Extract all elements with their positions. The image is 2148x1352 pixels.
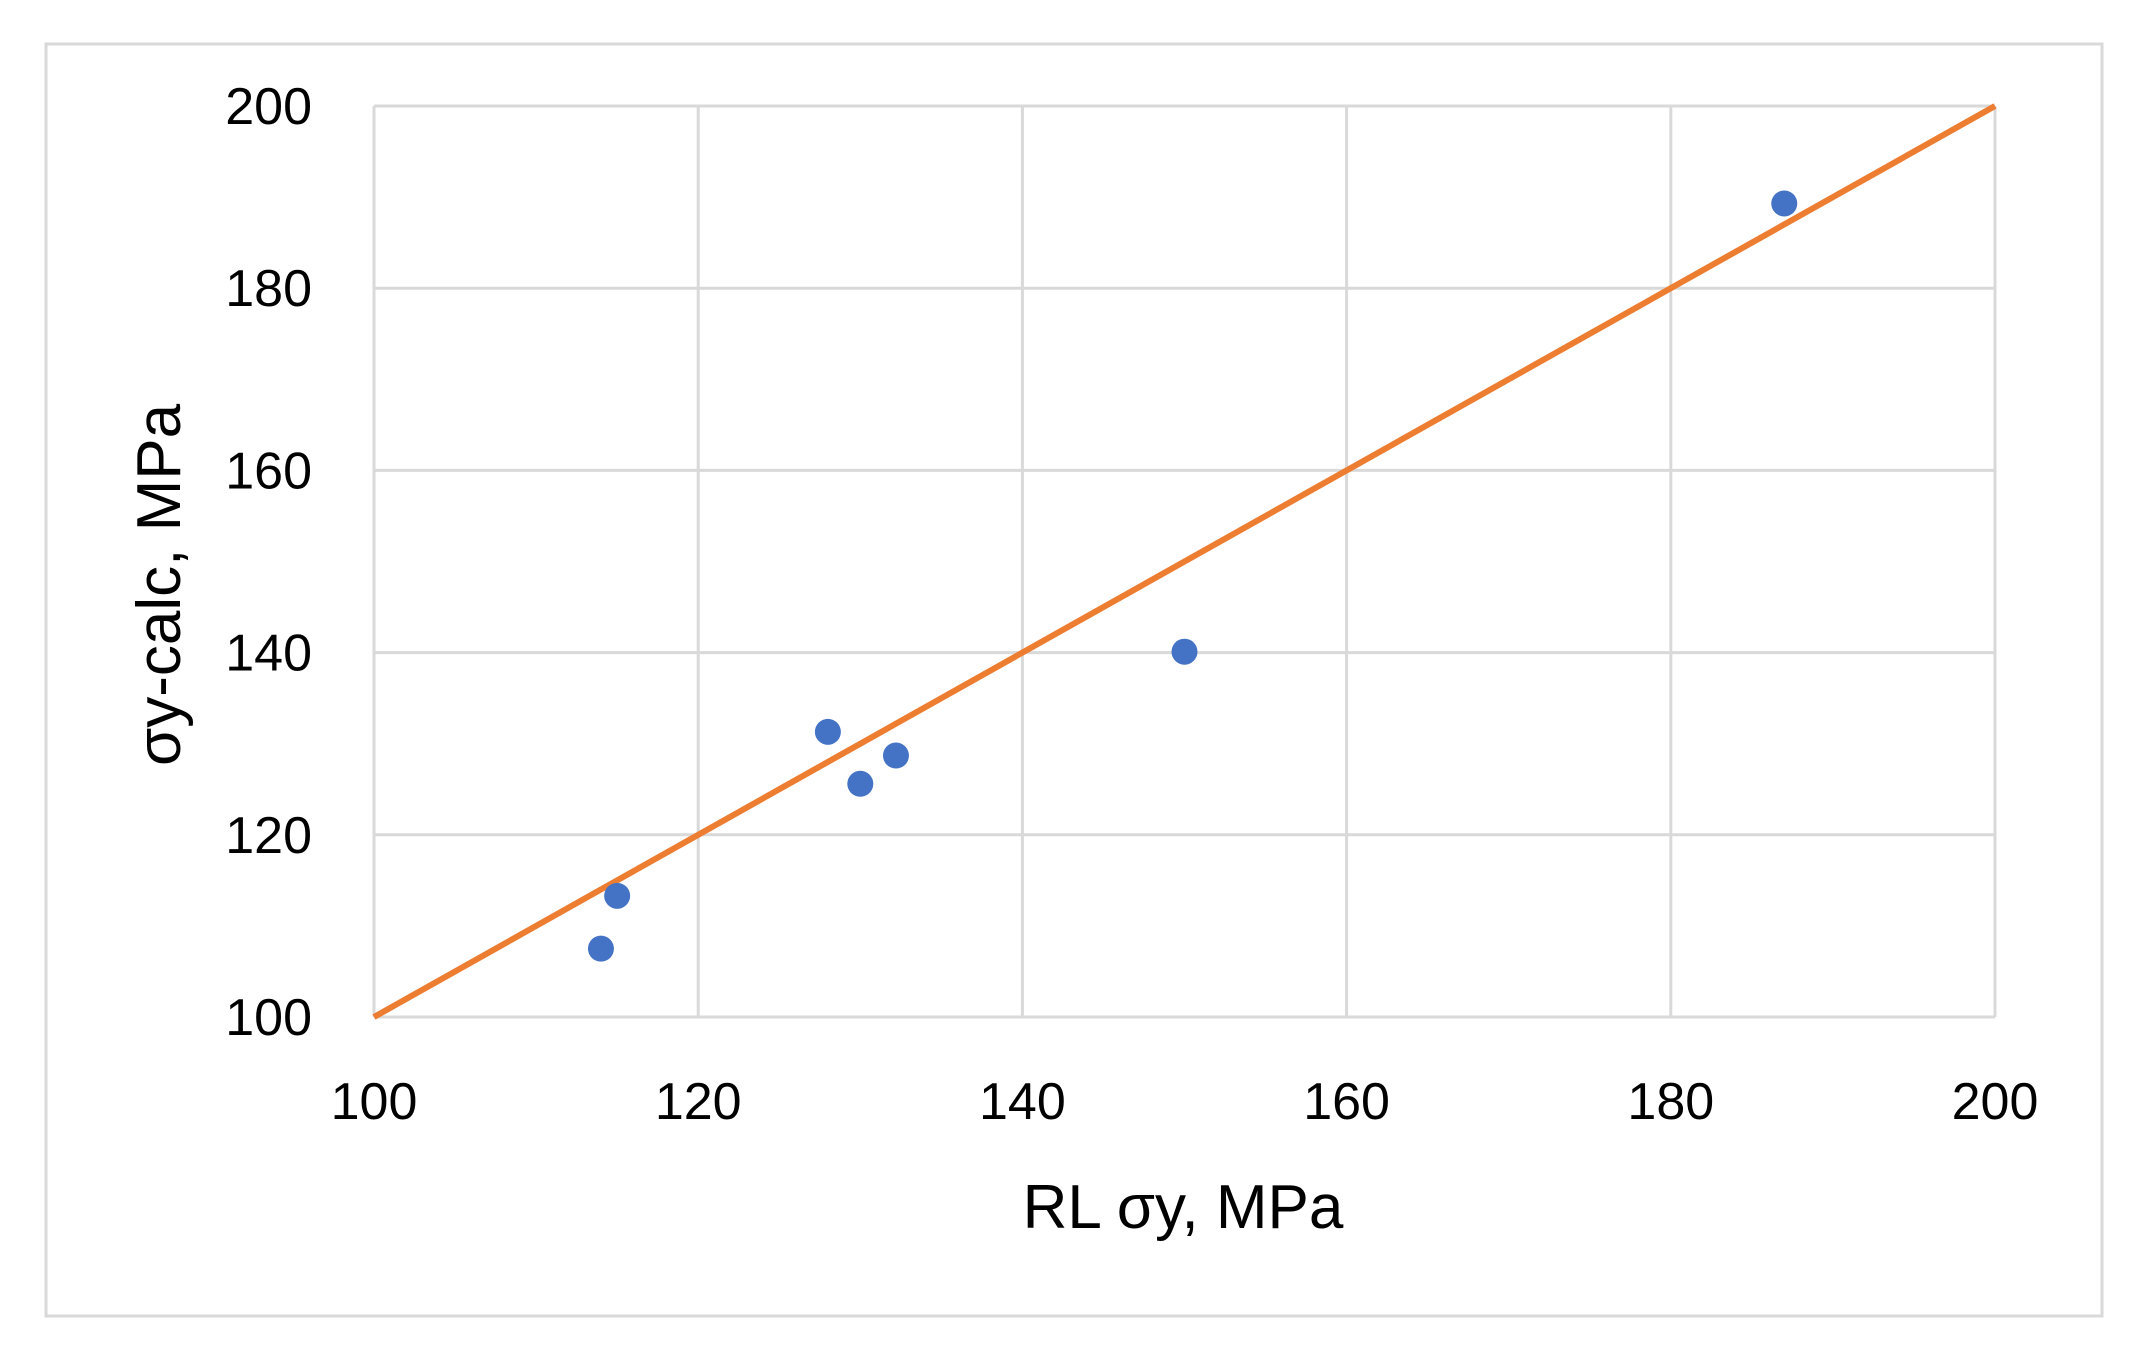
x-tick-label: 200	[1952, 1073, 2039, 1131]
y-tick-label: 200	[225, 78, 312, 136]
data-point	[814, 718, 841, 745]
chart-frame	[44, 42, 2104, 1318]
x-tick-label: 100	[331, 1073, 418, 1131]
x-tick-label: 140	[979, 1073, 1066, 1131]
x-tick-label: 180	[1627, 1073, 1714, 1131]
data-point	[604, 882, 631, 909]
data-point	[1771, 190, 1798, 217]
y-tick-label: 120	[225, 807, 312, 865]
data-point	[587, 935, 614, 962]
y-axis-title: σy-calc, MPa	[125, 403, 194, 766]
data-point	[882, 742, 909, 769]
y-tick-label: 160	[225, 442, 312, 500]
x-tick-label: 160	[1303, 1073, 1390, 1131]
reference-line	[372, 103, 1997, 1020]
x-tick-label: 120	[655, 1073, 742, 1131]
scatter-series	[587, 190, 1798, 962]
y-tick-label: 180	[225, 260, 312, 318]
y-tick-label: 140	[225, 625, 312, 683]
y-tick-label: 100	[225, 989, 312, 1047]
data-point	[847, 770, 874, 797]
y-axis-tick-labels: 100 120 140 160 180 200	[225, 78, 312, 1047]
x-axis-tick-labels: 100 120 140 160 180 200	[331, 1073, 2039, 1131]
x-axis-title: RL σy, MPa	[1023, 1173, 1344, 1242]
data-point	[1171, 638, 1198, 665]
reference-line-series	[372, 103, 1997, 1020]
